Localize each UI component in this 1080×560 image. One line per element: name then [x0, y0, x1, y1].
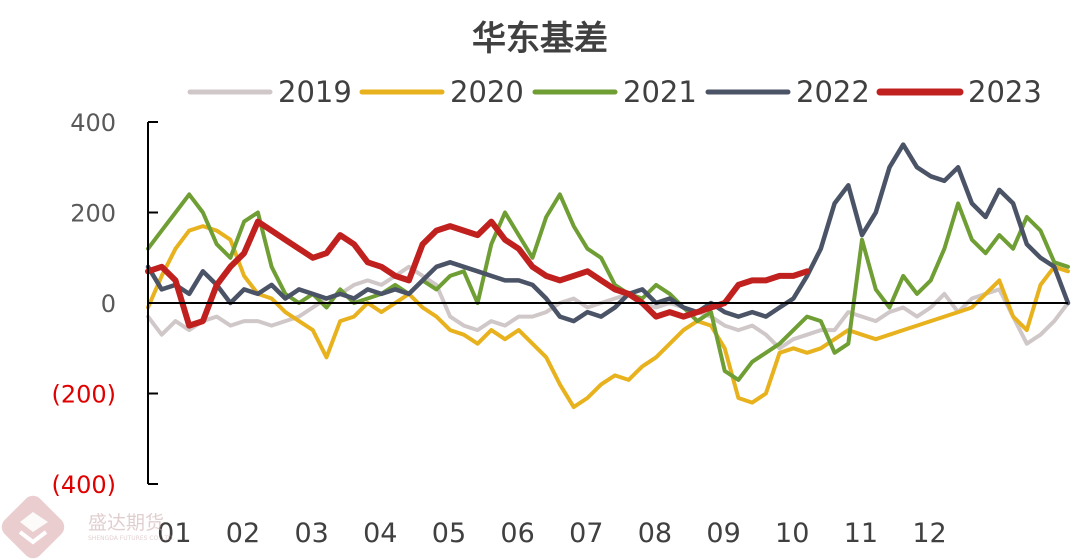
x-tick-label: 08 [638, 518, 672, 549]
series-line-2023 [145, 218, 811, 329]
x-tick-label: 12 [912, 518, 946, 549]
legend-label-2021: 2021 [623, 75, 697, 109]
y-tick-label: 200 [70, 200, 116, 228]
series-line-2022 [145, 142, 1071, 324]
y-tick-label: (400) [51, 471, 116, 499]
legend-label-2023: 2023 [968, 75, 1042, 109]
x-tick-label: 03 [294, 518, 328, 549]
chart-title: 华东基差 [472, 19, 608, 59]
x-tick-label: 02 [226, 518, 260, 549]
chart-legend: 2019 2020 2021 2022 2023 [187, 75, 1042, 109]
series-line-2019 [146, 264, 1070, 351]
legend-label-2019: 2019 [278, 75, 352, 109]
x-tick-label: 07 [569, 518, 603, 549]
logo-icon [1, 495, 65, 559]
y-tick-label: 0 [101, 290, 116, 318]
legend-label-2022: 2022 [796, 75, 870, 109]
watermark-brand: 盛达期货 [88, 512, 164, 534]
x-tick-label: 05 [432, 518, 466, 549]
x-tick-label: 10 [775, 518, 809, 549]
watermark-sub: SHENGDA FUTURES CO.,LTD. [88, 535, 175, 542]
y-tick-label: (200) [51, 381, 116, 409]
series-line-2021 [146, 192, 1070, 382]
series-line-2020 [146, 224, 1070, 410]
x-tick-label: 09 [706, 518, 740, 549]
series-layer [145, 142, 1071, 410]
axes-layer: 400 200 0 (200) (400) 01 02 03 04 05 06 07 08 09 10 11 1… [51, 109, 1068, 549]
legend-label-2020: 2020 [450, 75, 524, 109]
x-tick-label: 06 [500, 518, 534, 549]
x-tick-label: 01 [157, 518, 191, 549]
x-tick-label: 04 [363, 518, 397, 549]
x-tick-label: 11 [844, 518, 878, 549]
y-tick-label: 400 [70, 109, 116, 137]
brand-watermark: 盛达期货 SHENGDA FUTURES CO.,LTD. [1, 495, 175, 559]
